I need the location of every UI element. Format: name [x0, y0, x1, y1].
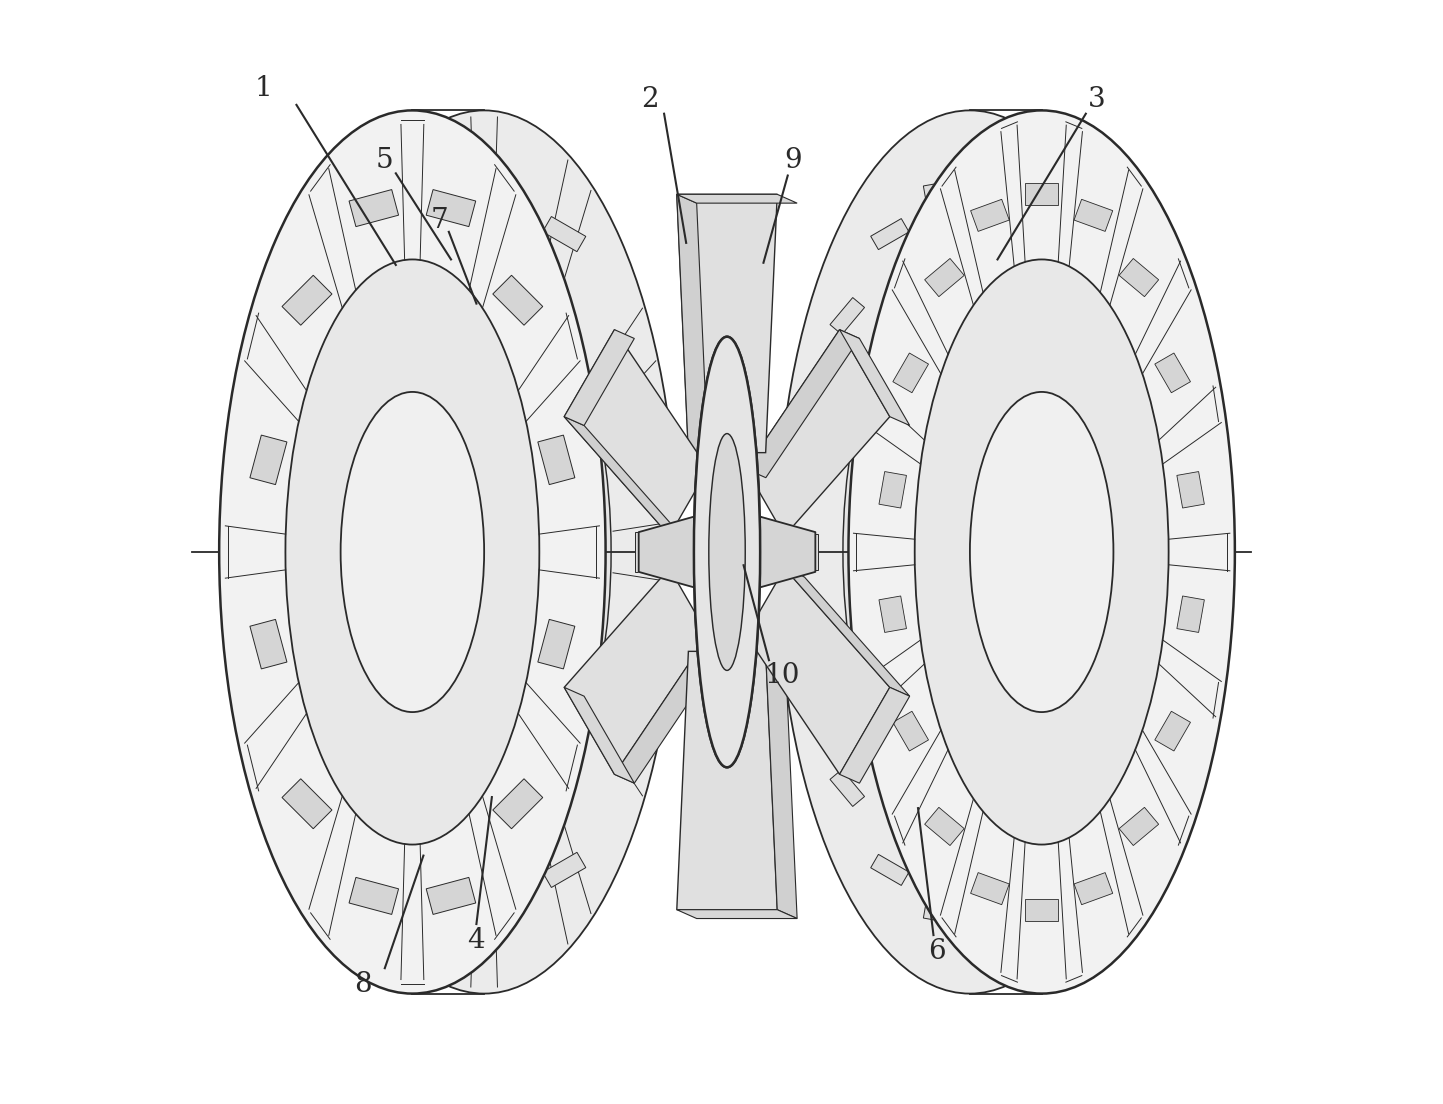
Polygon shape [766, 651, 797, 919]
Polygon shape [870, 854, 909, 885]
Polygon shape [893, 353, 928, 393]
Polygon shape [543, 216, 586, 252]
Polygon shape [677, 194, 709, 461]
Text: 4: 4 [468, 927, 485, 954]
Polygon shape [564, 416, 690, 544]
Polygon shape [426, 878, 476, 914]
Ellipse shape [970, 392, 1114, 712]
Polygon shape [830, 298, 864, 335]
Polygon shape [564, 569, 709, 774]
Ellipse shape [291, 110, 677, 994]
Polygon shape [746, 330, 890, 535]
Polygon shape [760, 517, 815, 587]
Polygon shape [494, 275, 543, 326]
Ellipse shape [413, 392, 556, 712]
Ellipse shape [915, 259, 1169, 845]
Polygon shape [870, 219, 909, 250]
Text: 5: 5 [377, 147, 394, 173]
Polygon shape [1120, 258, 1159, 297]
Text: 9: 9 [785, 147, 802, 173]
Polygon shape [677, 194, 797, 203]
Text: 6: 6 [928, 938, 945, 965]
Ellipse shape [898, 392, 1042, 712]
Polygon shape [605, 714, 641, 757]
Polygon shape [639, 517, 694, 587]
Polygon shape [746, 330, 860, 478]
Polygon shape [250, 435, 287, 485]
Polygon shape [677, 194, 778, 453]
Polygon shape [538, 619, 574, 669]
Ellipse shape [341, 392, 485, 712]
Polygon shape [564, 330, 635, 425]
Polygon shape [971, 872, 1009, 904]
Polygon shape [925, 807, 964, 846]
Text: 7: 7 [431, 208, 449, 234]
Text: 3: 3 [1088, 86, 1105, 113]
Polygon shape [1154, 353, 1190, 393]
Polygon shape [893, 711, 928, 751]
Polygon shape [924, 903, 961, 924]
Polygon shape [1154, 711, 1190, 751]
Text: 10: 10 [765, 662, 799, 689]
Polygon shape [879, 471, 906, 508]
Polygon shape [1177, 471, 1205, 508]
Polygon shape [605, 347, 641, 390]
Polygon shape [924, 180, 961, 201]
Polygon shape [1177, 596, 1205, 633]
Polygon shape [349, 878, 398, 914]
Polygon shape [807, 658, 833, 697]
Polygon shape [538, 435, 574, 485]
Polygon shape [1025, 899, 1058, 921]
Polygon shape [1120, 807, 1159, 846]
Ellipse shape [358, 259, 610, 845]
Polygon shape [1074, 200, 1113, 232]
Ellipse shape [709, 434, 745, 670]
Polygon shape [830, 769, 864, 806]
Polygon shape [746, 569, 890, 774]
Polygon shape [971, 200, 1009, 232]
Polygon shape [426, 190, 476, 226]
Polygon shape [250, 619, 287, 669]
Ellipse shape [848, 110, 1235, 994]
Polygon shape [840, 688, 909, 783]
Ellipse shape [776, 110, 1163, 994]
Ellipse shape [694, 337, 760, 767]
Polygon shape [615, 635, 727, 783]
Polygon shape [349, 190, 398, 226]
Polygon shape [564, 330, 709, 535]
Text: 1: 1 [254, 75, 273, 102]
Polygon shape [785, 569, 909, 697]
Polygon shape [564, 688, 635, 783]
Polygon shape [1025, 182, 1058, 205]
Polygon shape [802, 534, 818, 570]
Polygon shape [925, 258, 964, 297]
Text: 2: 2 [641, 86, 658, 113]
Polygon shape [281, 778, 332, 829]
Polygon shape [1074, 872, 1113, 904]
Polygon shape [879, 596, 906, 633]
Polygon shape [494, 778, 543, 829]
Polygon shape [840, 330, 909, 425]
Polygon shape [543, 852, 586, 888]
Polygon shape [677, 910, 797, 919]
Polygon shape [281, 275, 332, 326]
Ellipse shape [843, 259, 1097, 845]
Ellipse shape [694, 337, 760, 767]
Text: 8: 8 [354, 972, 371, 998]
Polygon shape [807, 407, 833, 446]
Ellipse shape [286, 259, 540, 845]
Polygon shape [635, 532, 654, 572]
Polygon shape [677, 651, 778, 910]
Ellipse shape [219, 110, 606, 994]
